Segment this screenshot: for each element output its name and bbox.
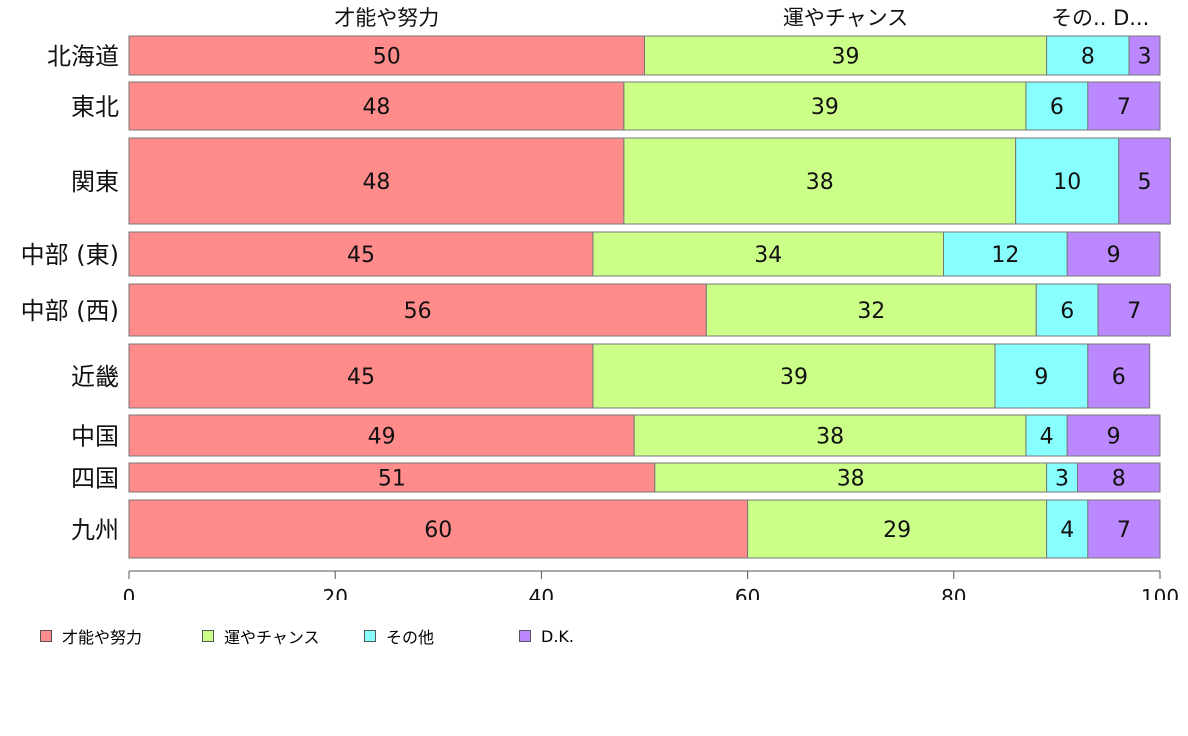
data-label: 3 <box>1138 45 1152 70</box>
bar-segment <box>1087 343 1151 409</box>
category-label: 九州 <box>71 516 119 544</box>
data-label: 38 <box>806 170 834 195</box>
bar-segment <box>128 283 707 337</box>
legend-swatch-other <box>364 630 376 642</box>
x-tick-label: 80 <box>941 585 966 600</box>
data-label: 48 <box>362 95 390 120</box>
bar-segment <box>623 137 1017 225</box>
legend-label-dk: D.K. <box>541 626 574 646</box>
data-label: 6 <box>1060 299 1074 324</box>
bar-segment <box>994 343 1089 409</box>
data-label: 34 <box>754 243 782 268</box>
bar-segment <box>128 231 594 277</box>
data-label: 12 <box>991 243 1019 268</box>
bar-segment <box>1087 499 1161 559</box>
data-label: 10 <box>1053 170 1081 195</box>
bar-segment <box>128 137 625 225</box>
bar-segment <box>1128 35 1161 76</box>
bar-segment <box>644 35 1048 76</box>
data-label: 29 <box>883 518 911 543</box>
legend-swatch-talent <box>40 630 52 642</box>
legend-item-talent: 才能や努力 <box>40 624 202 648</box>
legend-label-talent: 才能や努力 <box>62 628 143 647</box>
series-top-label: 運やチャンス <box>783 6 908 30</box>
data-label: 9 <box>1107 425 1121 450</box>
bar-segment <box>747 499 1048 559</box>
bar-segment <box>1077 462 1161 493</box>
x-tick-label: 60 <box>735 585 760 600</box>
bar-segment <box>128 462 656 493</box>
bar-segment <box>705 283 1037 337</box>
data-label: 4 <box>1060 518 1074 543</box>
bar-segment <box>1118 137 1171 225</box>
bar-segment <box>1046 462 1079 493</box>
data-label: 9 <box>1034 365 1048 390</box>
data-label: 39 <box>832 45 860 70</box>
x-tick-label: 20 <box>322 585 347 600</box>
bar-segment <box>623 81 1027 131</box>
bar-segment <box>592 231 944 277</box>
bar-segment <box>1097 283 1171 337</box>
data-label: 8 <box>1081 45 1095 70</box>
bar-segment <box>128 81 625 131</box>
bar-segment <box>1066 231 1161 277</box>
data-label: 48 <box>362 170 390 195</box>
x-tick-label: 100 <box>1141 585 1179 600</box>
data-label: 32 <box>857 299 885 324</box>
bar-segment <box>1046 499 1089 559</box>
legend-item-other: その他 <box>364 624 519 648</box>
data-label: 45 <box>347 243 375 268</box>
data-label: 38 <box>816 425 844 450</box>
bar-segment <box>128 35 645 76</box>
bar-segment <box>1025 81 1089 131</box>
x-tick-label: 0 <box>123 585 136 600</box>
bar-segment <box>1035 283 1099 337</box>
series-top-label: 才能や努力 <box>334 6 439 30</box>
data-label: 50 <box>373 45 401 70</box>
data-label: 38 <box>837 467 865 492</box>
data-label: 9 <box>1107 243 1121 268</box>
data-label: 39 <box>811 95 839 120</box>
bar-segment <box>128 343 594 409</box>
data-label: 39 <box>780 365 808 390</box>
data-label: 4 <box>1040 425 1054 450</box>
data-label: 6 <box>1050 95 1064 120</box>
category-label: 北海道 <box>47 43 119 71</box>
x-tick-label: 40 <box>529 585 554 600</box>
data-label: 7 <box>1117 95 1131 120</box>
data-label: 7 <box>1117 518 1131 543</box>
data-label: 5 <box>1138 170 1152 195</box>
data-label: 60 <box>424 518 452 543</box>
series-top-label: その.. D... <box>1051 6 1149 30</box>
category-label: 関東 <box>71 168 119 196</box>
bar-segment <box>1087 81 1161 131</box>
data-label: 6 <box>1112 365 1126 390</box>
legend-label-other: その他 <box>386 628 435 647</box>
category-label: 中部 (西) <box>21 297 119 325</box>
bar-segment <box>592 343 996 409</box>
category-label: 四国 <box>71 465 119 493</box>
legend-swatch-dk <box>519 630 531 642</box>
legend-item-dk: D.K. <box>519 627 639 646</box>
category-label: 中国 <box>71 423 119 451</box>
legend-label-luck: 運やチャンス <box>224 628 320 647</box>
legend-swatch-luck <box>202 630 214 642</box>
data-label: 56 <box>404 299 432 324</box>
data-label: 7 <box>1127 299 1141 324</box>
category-label: 東北 <box>71 93 119 121</box>
data-label: 51 <box>378 467 406 492</box>
legend: 才能や努力 運やチャンス その他 D.K. <box>40 624 639 648</box>
category-label: 近畿 <box>71 363 119 391</box>
category-label: 中部 (東) <box>21 241 119 269</box>
data-label: 45 <box>347 365 375 390</box>
bar-segment <box>128 414 635 457</box>
data-label: 3 <box>1055 467 1069 492</box>
bar-segment <box>1066 414 1161 457</box>
bar-segment <box>1025 414 1068 457</box>
bar-segment <box>1046 35 1130 76</box>
data-label: 49 <box>368 425 396 450</box>
data-label: 8 <box>1112 467 1126 492</box>
legend-item-luck: 運やチャンス <box>202 624 364 648</box>
